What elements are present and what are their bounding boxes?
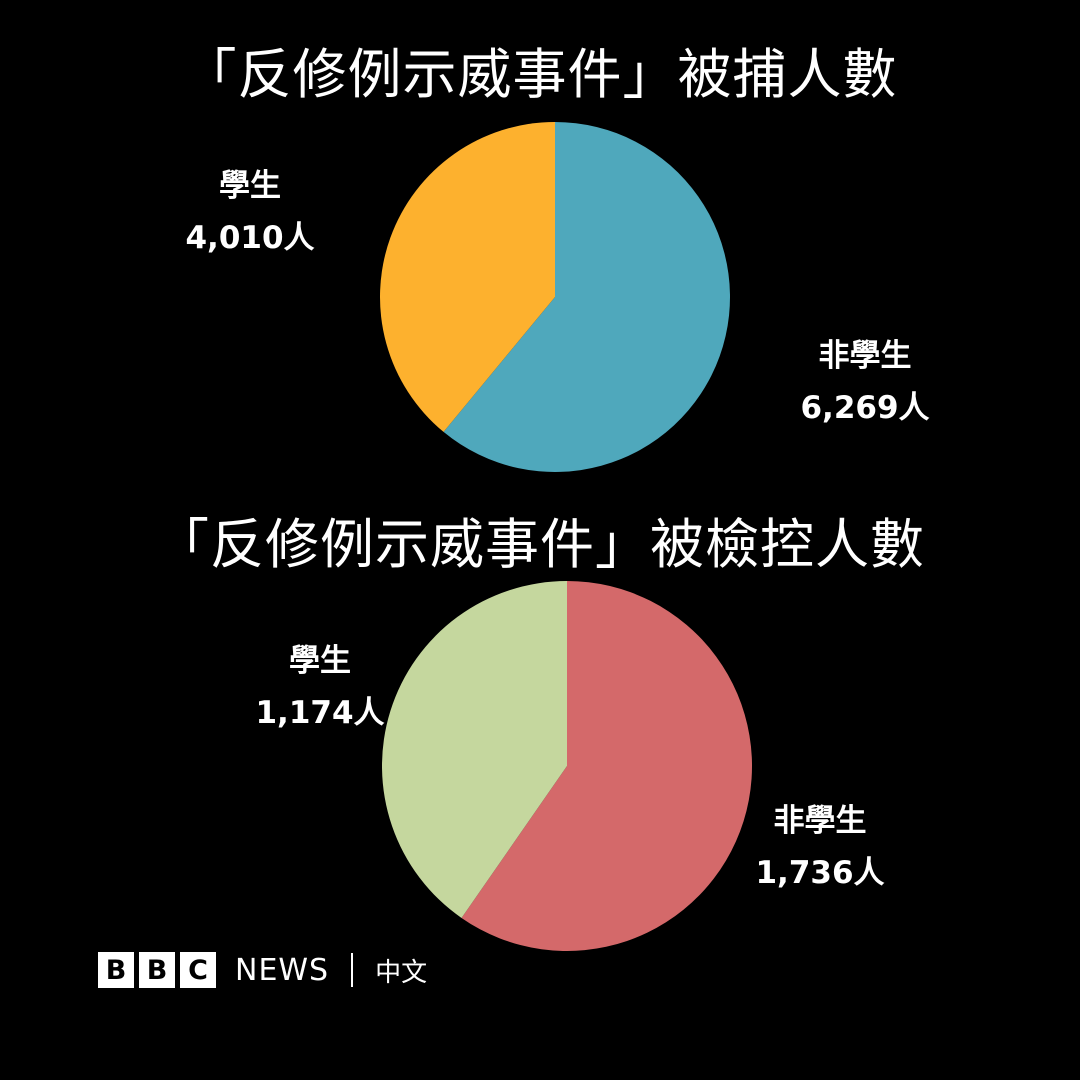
bbc-letter-b1: B [98, 952, 134, 988]
slice-label-student: 學生 4,010人 [170, 160, 330, 264]
slice-name: 學生 [289, 643, 351, 679]
slice-label-non-student: 非學生 1,736人 [740, 795, 900, 899]
chart-title: 「反修例示威事件」被捕人數 [182, 43, 898, 106]
slice-value: 1,174人 [255, 695, 385, 731]
bbc-letter-c: C [180, 952, 216, 988]
brand-divider [351, 953, 354, 987]
pie-slice-student [380, 122, 555, 432]
slice-value: 1,736人 [755, 855, 885, 891]
pie-slice-non-student [461, 581, 753, 951]
slice-value: 4,010人 [185, 220, 315, 256]
pie-chart-arrests [380, 122, 731, 472]
slice-name: 非學生 [773, 803, 867, 839]
chart-title: 「反修例示威事件」被檢控人數 [155, 513, 925, 576]
slice-name: 非學生 [818, 338, 912, 374]
pie-chart-prosecutions [382, 581, 753, 951]
bbc-news-logo: B B C NEWS 中文 [98, 950, 427, 990]
news-wordmark: NEWS [235, 952, 330, 988]
chart-prosecutions: 「反修例示威事件」被檢控人數 學生 1,174人 非學生 1,736人 [0, 480, 1080, 960]
chart-arrests: 「反修例示威事件」被捕人數 學生 4,010人 非學生 6,269人 [0, 0, 1080, 500]
bbc-letter-b2: B [139, 952, 175, 988]
slice-value: 6,269人 [800, 390, 930, 426]
brand-language: 中文 [375, 957, 428, 988]
slice-label-non-student: 非學生 6,269人 [785, 330, 945, 434]
pie-slice-student [382, 581, 567, 918]
slice-name: 學生 [219, 168, 281, 204]
pie-slice-non-student [443, 122, 731, 472]
slice-label-student: 學生 1,174人 [240, 635, 400, 739]
